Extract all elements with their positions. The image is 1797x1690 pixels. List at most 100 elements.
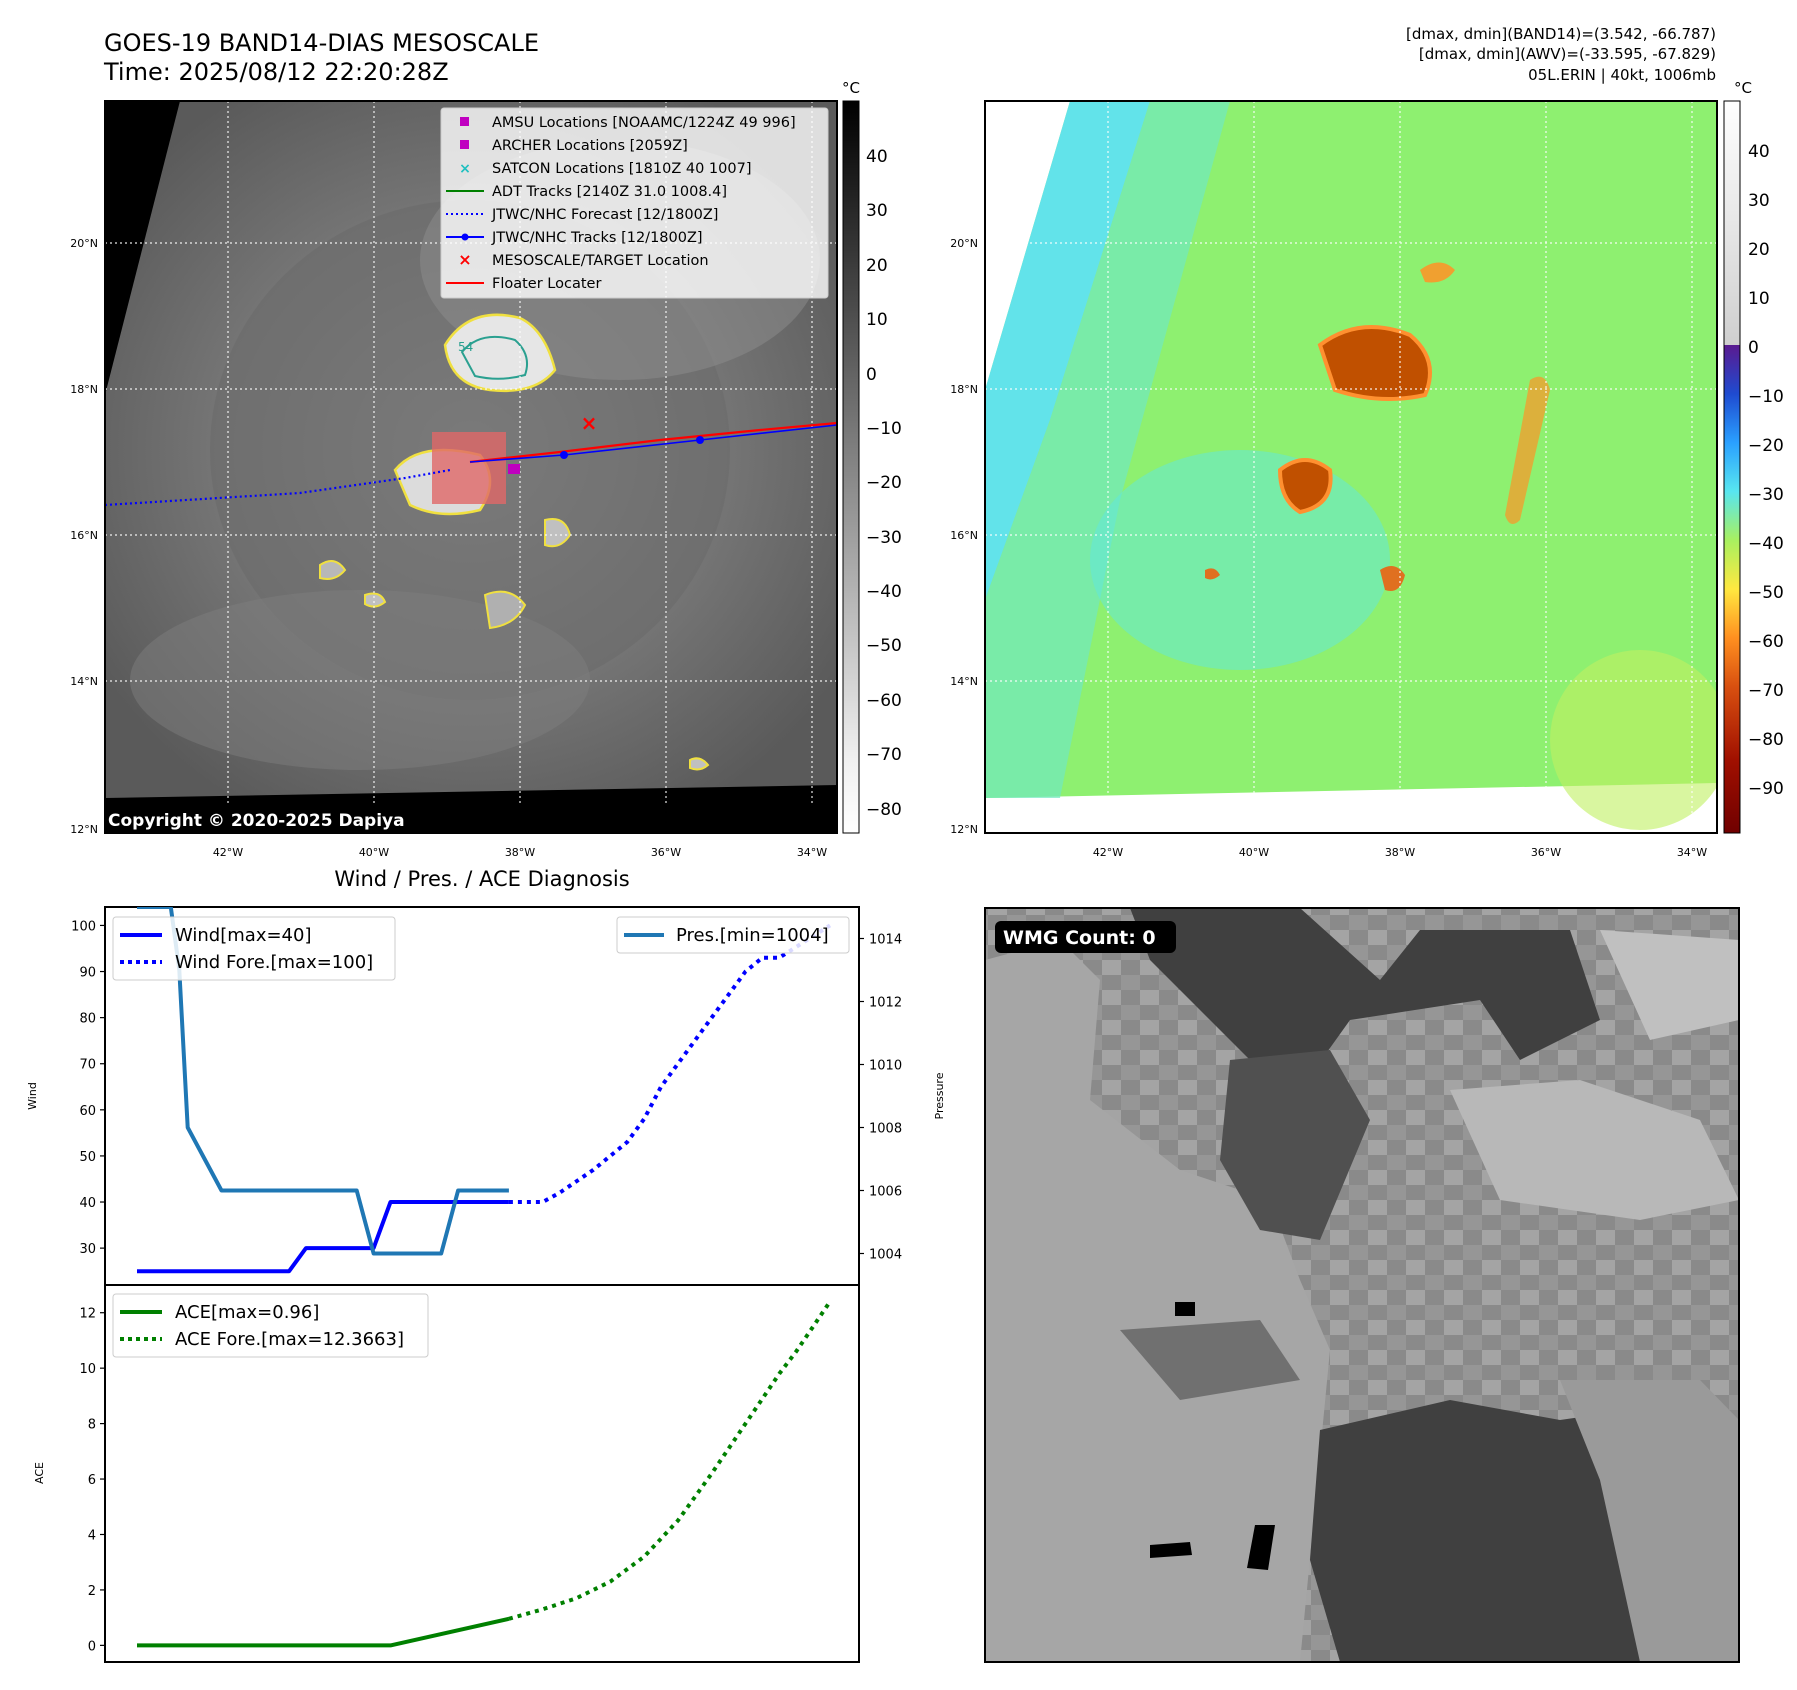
lon-label: 34°W bbox=[797, 846, 827, 859]
series-line bbox=[137, 1616, 510, 1648]
y-tick-label: 0 bbox=[88, 1639, 96, 1654]
lon-label: 40°W bbox=[359, 846, 389, 859]
awv-colorbar-ticks: 40 30 20 10 0 −10 −20 −30 −40 −50 −60 −7… bbox=[1748, 142, 1784, 799]
y-tick-label: 8 bbox=[88, 1418, 96, 1433]
lat-label: 20°N bbox=[70, 237, 98, 250]
lat-label: 18°N bbox=[950, 383, 978, 396]
contour-label: 54 bbox=[458, 340, 473, 354]
awv-tick: −60 bbox=[1748, 632, 1784, 652]
awv-tick: −20 bbox=[1748, 436, 1784, 456]
wind-axis-label: Wind bbox=[26, 1082, 39, 1110]
legend-satcon: SATCON Locations [1810Z 40 1007] bbox=[492, 161, 751, 177]
floater-track bbox=[469, 421, 837, 464]
legend-pressure: Pres.[min=1004] bbox=[676, 925, 829, 946]
dmax-awv: [dmax, dmin](AWV)=(-33.595, -67.829) bbox=[1419, 45, 1716, 63]
ir-colorbar-ticks: 40 30 20 10 0 −10 −20 −30 −40 −50 −60 −7… bbox=[866, 147, 902, 820]
y-tick-label: 100 bbox=[71, 919, 96, 934]
ir-tick: −80 bbox=[866, 800, 902, 820]
pressure-axis-label: Pressure bbox=[933, 1072, 946, 1119]
y-tick-label: 30 bbox=[79, 1242, 96, 1257]
target-marker: × bbox=[581, 411, 598, 435]
awv-tick: 40 bbox=[1748, 142, 1770, 162]
svg-text:×: × bbox=[459, 161, 471, 177]
y-right-tick-label: 1010 bbox=[869, 1059, 902, 1074]
lon-label: 34°W bbox=[1677, 846, 1707, 859]
series-line bbox=[508, 923, 832, 1204]
ir-tick: −50 bbox=[866, 636, 902, 656]
lon-label: 38°W bbox=[505, 846, 535, 859]
ir-tick: 30 bbox=[866, 201, 888, 221]
lat-label: 14°N bbox=[950, 675, 978, 688]
y-tick-label: 60 bbox=[79, 1104, 96, 1119]
awv-tick: −50 bbox=[1748, 583, 1784, 603]
awv-tick: −80 bbox=[1748, 730, 1784, 750]
y-tick-label: 6 bbox=[88, 1473, 96, 1488]
legend-ace-forecast: ACE Fore.[max=12.3663] bbox=[175, 1329, 404, 1350]
wind-legend: Wind[max=40] Wind Fore.[max=100] bbox=[112, 916, 396, 981]
y-right-tick-label: 1004 bbox=[869, 1248, 902, 1263]
dmax-band14: [dmax, dmin](BAND14)=(3.542, -66.787) bbox=[1406, 25, 1716, 43]
lon-label: 42°W bbox=[1093, 846, 1123, 859]
lat-label: 20°N bbox=[950, 237, 978, 250]
ir-tick: −40 bbox=[866, 582, 902, 602]
wmg-count-badge: WMG Count: 0 bbox=[1003, 927, 1156, 949]
ir-tick: −30 bbox=[866, 528, 902, 548]
y-tick-label: 50 bbox=[79, 1150, 96, 1165]
lon-label: 42°W bbox=[213, 846, 243, 859]
lon-label: 36°W bbox=[1531, 846, 1561, 859]
y-tick-label: 80 bbox=[79, 1012, 96, 1027]
ir-tick: −10 bbox=[866, 419, 902, 439]
legend-floater: Floater Locater bbox=[492, 276, 601, 292]
pressure-legend: Pres.[min=1004] bbox=[616, 916, 850, 954]
awv-colorbar-top bbox=[1724, 101, 1740, 345]
awv-colorbar-unit: °C bbox=[1734, 79, 1752, 97]
awv-tick: 30 bbox=[1748, 191, 1770, 211]
ir-colorbar bbox=[842, 100, 860, 834]
amsu-marker bbox=[508, 464, 520, 474]
svg-text:×: × bbox=[458, 250, 471, 269]
awv-panel: °C 40 30 20 10 0 −10 −20 −30 −40 −50 −60… bbox=[950, 79, 1784, 859]
y-tick-label: 10 bbox=[79, 1362, 96, 1377]
figure-time: Time: 2025/08/12 22:20:28Z bbox=[103, 58, 449, 86]
lon-label: 40°W bbox=[1239, 846, 1269, 859]
legend-jtwc-forecast: JTWC/NHC Forecast [12/1800Z] bbox=[491, 207, 718, 223]
ir-tick: 0 bbox=[866, 365, 877, 385]
y-tick-label: 12 bbox=[79, 1307, 96, 1322]
awv-tick: −30 bbox=[1748, 485, 1784, 505]
y-tick-label: 90 bbox=[79, 966, 96, 981]
legend-ace: ACE[max=0.96] bbox=[175, 1302, 319, 1323]
legend-wind-forecast: Wind Fore.[max=100] bbox=[175, 952, 373, 973]
legend-adt: ADT Tracks [2140Z 31.0 1008.4] bbox=[492, 184, 727, 200]
lon-label: 38°W bbox=[1385, 846, 1415, 859]
y-right-tick-label: 1006 bbox=[869, 1185, 902, 1200]
storm-info: 05L.ERIN | 40kt, 1006mb bbox=[1528, 66, 1716, 84]
lat-label: 14°N bbox=[70, 675, 98, 688]
ace-legend: ACE[max=0.96] ACE Fore.[max=12.3663] bbox=[112, 1293, 429, 1358]
awv-cold-core bbox=[1317, 325, 1432, 401]
legend-amsu: AMSU Locations [NOAAMC/1224Z 49 996] bbox=[492, 115, 796, 131]
legend-mesoscale: MESOSCALE/TARGET Location bbox=[492, 253, 709, 269]
lat-label: 16°N bbox=[950, 529, 978, 542]
lat-label: 12°N bbox=[70, 823, 98, 836]
figure-title: GOES-19 BAND14-DIAS MESOSCALE bbox=[104, 29, 539, 57]
awv-tick: 20 bbox=[1748, 240, 1770, 260]
awv-tick: 0 bbox=[1748, 338, 1759, 358]
ir-tick: 40 bbox=[866, 147, 888, 167]
series-line bbox=[508, 1300, 832, 1621]
diagnosis-title: Wind / Pres. / ACE Diagnosis bbox=[334, 867, 629, 891]
ir-legend: AMSU Locations [NOAAMC/1224Z 49 996] ARC… bbox=[440, 107, 829, 299]
copyright-text: Copyright © 2020-2025 Dapiya bbox=[108, 811, 405, 831]
lat-label: 18°N bbox=[70, 383, 98, 396]
lat-label: 16°N bbox=[70, 529, 98, 542]
series-line bbox=[137, 1200, 509, 1274]
legend-jtwc-tracks: JTWC/NHC Tracks [12/1800Z] bbox=[491, 230, 703, 246]
ir-tick: −70 bbox=[866, 745, 902, 765]
y-tick-label: 40 bbox=[79, 1196, 96, 1211]
awv-tick: −70 bbox=[1748, 681, 1784, 701]
awv-colorbar-bottom bbox=[1724, 345, 1740, 833]
y-right-tick-label: 1012 bbox=[869, 996, 902, 1011]
y-tick-label: 4 bbox=[88, 1528, 96, 1543]
y-right-tick-label: 1014 bbox=[869, 933, 902, 948]
ir-tick: −20 bbox=[866, 473, 902, 493]
